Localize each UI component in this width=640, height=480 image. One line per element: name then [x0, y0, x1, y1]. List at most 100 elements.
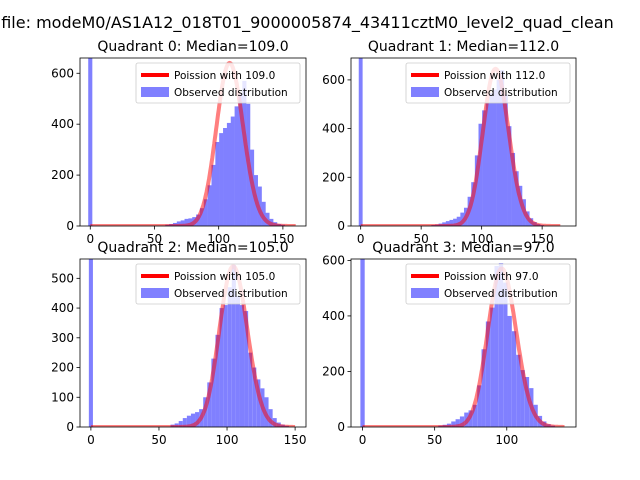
x-tick-label: 150: [271, 232, 294, 246]
histogram-bar: [494, 265, 499, 427]
histogram-bar: [261, 201, 266, 226]
histogram-bar: [184, 218, 189, 226]
histogram-bar: [256, 379, 261, 427]
histogram-bar: [474, 155, 479, 226]
histogram-bar: [180, 220, 185, 226]
y-tick-label: 200: [322, 170, 345, 184]
subplot-quadrant-0: 0 50 100 150 0 200 400 600 Quadrant 0: Median=10…: [51, 39, 307, 246]
x-tick-label: 100: [207, 232, 230, 246]
x-tick-label: 100: [216, 433, 239, 447]
subplot-title: Quadrant 3: Median=97.0: [372, 240, 554, 256]
y-tick-label: 400: [322, 122, 345, 136]
subplot-quadrant-1: 0 50 100 150 0 200 400 600 Quadrant 1: Median=11…: [322, 39, 577, 246]
histogram-bar: [242, 80, 247, 226]
histogram-bar: [190, 413, 196, 427]
histogram-bar: [449, 219, 454, 226]
y-tick-label: 200: [51, 168, 74, 182]
histogram-bar: [199, 208, 205, 226]
x-tick-label: 50: [147, 232, 162, 246]
histogram-bar: [219, 133, 224, 226]
y-tick-label: 0: [337, 420, 345, 434]
legend-hist-swatch: [141, 87, 169, 97]
histogram-bar: [358, 58, 363, 226]
legend-box: [405, 263, 571, 305]
legend-hist-swatch: [411, 87, 439, 97]
subplot-title: Quadrant 0: Median=109.0: [97, 39, 288, 55]
histogram-bar: [219, 308, 224, 427]
histogram-bar: [234, 106, 239, 226]
histogram-bar: [235, 296, 240, 427]
histogram-bar: [496, 79, 501, 226]
histogram-bar: [88, 58, 93, 226]
y-tick-label: 400: [322, 309, 345, 323]
legend-label-poisson: Poission with 97.0: [444, 271, 539, 283]
y-tick-label: 0: [66, 420, 74, 434]
y-tick-label: 200: [322, 364, 345, 378]
histogram-bar: [472, 404, 478, 427]
subplot-quadrant-2: 0 50 100 150 0 100 200 300 400 500 Quadrant 2: Med…: [51, 240, 307, 447]
histogram-bar: [203, 199, 208, 226]
x-tick-label: 50: [151, 433, 166, 447]
histogram-bar: [455, 419, 460, 427]
x-tick-label: 0: [357, 232, 365, 246]
subplot-title: Quadrant 2: Median=105.0: [97, 240, 288, 256]
legend-label-observed: Observed distribution: [444, 87, 558, 99]
axes-frame: [79, 258, 307, 428]
y-tick-label: 0: [337, 219, 345, 233]
legend: Poission with 109.0 Observed distribution: [135, 62, 301, 104]
histogram-bar: [88, 259, 93, 427]
subplot-quadrant-3: 0 50 100 0 200 400 600 Quadrant 3: Median=97.0 P…: [322, 240, 577, 447]
histogram-bar: [176, 221, 181, 226]
plot-area: [88, 259, 297, 427]
histogram-bar: [524, 377, 530, 427]
y-tick-label: 600: [51, 66, 74, 80]
histogram-bar: [456, 216, 461, 226]
histogram-bar: [500, 70, 505, 226]
legend-label-poisson: Poission with 112.0: [444, 70, 545, 82]
x-tick-label: 150: [284, 433, 307, 447]
axes-frame: [350, 258, 577, 428]
histogram-bar: [238, 93, 243, 226]
poisson-line: [361, 266, 566, 427]
y-tick-label: 0: [66, 219, 74, 233]
histogram-bar: [252, 367, 257, 427]
histogram-bar: [453, 218, 457, 226]
plot-area: [358, 58, 562, 226]
histogram-bar: [195, 412, 200, 427]
legend: Poission with 105.0 Observed distribution: [135, 263, 301, 305]
histogram-bar: [239, 305, 245, 427]
histogram-bar: [445, 221, 450, 226]
legend-box: [135, 62, 301, 104]
histogram-bar: [223, 305, 228, 427]
axes-frame: [350, 57, 577, 227]
histogram-bar: [211, 164, 216, 226]
axes-frame: [79, 57, 307, 227]
legend: Poission with 97.0 Observed distribution: [405, 263, 571, 305]
histogram-bar: [520, 370, 525, 427]
legend-hist-swatch: [411, 288, 439, 298]
histogram-bar: [268, 409, 273, 427]
histogram-bar: [511, 331, 517, 427]
histogram-bar: [503, 282, 508, 427]
legend-label-observed: Observed distribution: [174, 87, 288, 99]
histogram-bar: [244, 311, 249, 427]
x-tick-label: 0: [86, 232, 94, 246]
poisson-line: [89, 264, 297, 427]
histogram-bar: [507, 315, 512, 427]
histogram-bar: [481, 349, 486, 427]
histogram-bar: [231, 264, 236, 427]
histogram-bar: [516, 354, 521, 427]
legend-box: [405, 62, 571, 104]
histogram-bar: [459, 416, 465, 427]
poisson-line: [359, 66, 562, 226]
legend-label-observed: Observed distribution: [174, 288, 288, 300]
histogram-bar: [471, 182, 476, 226]
histogram-bar: [507, 126, 512, 226]
histogram-bar: [493, 89, 497, 226]
histogram-bar: [186, 415, 191, 427]
legend-hist-swatch: [141, 288, 169, 298]
x-tick-label: 0: [87, 433, 95, 447]
histogram-bar: [482, 110, 486, 226]
histogram-bar: [211, 358, 216, 427]
histogram-bar: [478, 123, 483, 226]
